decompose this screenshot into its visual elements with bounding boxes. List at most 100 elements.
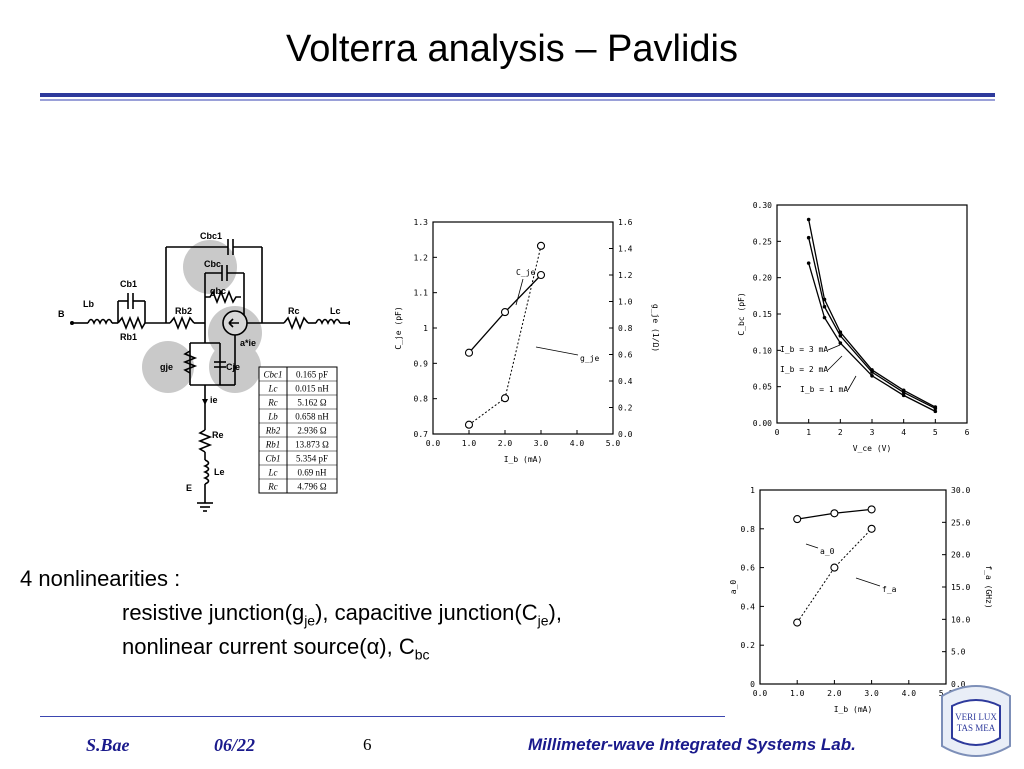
y2-tick-label: 15.0: [951, 583, 970, 592]
data-point: [870, 373, 874, 378]
label-b: B: [58, 309, 65, 319]
param-value-6: 5.354 pF: [296, 454, 328, 464]
param-name-8: Rc: [267, 482, 278, 492]
data-point: [838, 341, 843, 345]
line2-part-a: nonlinear current source(α), C: [122, 634, 415, 659]
param-value-0: 0.165 pF: [296, 370, 328, 380]
data-point: [933, 406, 938, 411]
data-point: [464, 348, 474, 357]
y2-axis-label: g_je (1/Ω): [651, 304, 660, 352]
rb2-resistor: [169, 315, 195, 331]
nonlinearities-line1: resistive junction(g je), capacitive junc…: [122, 600, 562, 628]
x-tick-label: 0.0: [753, 689, 768, 698]
label-rb1: Rb1: [120, 332, 137, 342]
gje-resistor: [182, 350, 198, 374]
line1-part-c: ),: [548, 600, 562, 625]
x-axis-label: I_b (mA): [504, 455, 543, 464]
y-tick-label: 1: [750, 486, 755, 495]
y-tick-label: 0.05: [753, 383, 772, 392]
series-label-1: I_b = 2 mA: [780, 365, 828, 374]
x-tick-label: 2.0: [827, 689, 842, 698]
param-value-4: 2.936 Ω: [297, 426, 327, 436]
param-value-5: 13.873 Ω: [295, 440, 329, 450]
x-tick-label: 1.0: [790, 689, 805, 698]
lb-inductor: [87, 318, 113, 326]
y-tick-label: 0.4: [741, 602, 756, 611]
line1-sub-cje: je: [537, 612, 549, 629]
label-lb: Lb: [83, 299, 94, 309]
series-label-1: f_a: [882, 585, 897, 594]
y-tick-label: 1: [423, 324, 428, 333]
y-tick-label: 0.8: [741, 525, 756, 534]
series-leader-1: [855, 577, 881, 587]
data-point: [867, 505, 876, 514]
data-point: [901, 393, 906, 398]
x-tick-label: 4.0: [902, 689, 917, 698]
series-line-0: [808, 219, 936, 408]
y-tick-label: 0.6: [741, 564, 756, 573]
footer-author: S.Bae: [86, 735, 130, 755]
logo-text-2: TAS MEA: [957, 723, 996, 733]
param-value-2: 5.162 Ω: [297, 398, 327, 408]
data-point: [464, 420, 474, 429]
circuit-diagram: Cbc1 Cbc gbc Cb1 Lb Rb1 Rb2 Rc Lc B C a*…: [50, 225, 350, 515]
y2-tick-label: 25.0: [951, 518, 970, 527]
line1-part-a: resistive junction(g: [122, 600, 305, 625]
label-aie: a*ie: [240, 338, 256, 348]
x-axis-label: V_ce (V): [853, 444, 892, 453]
y-axis-label: C_je (pF): [394, 306, 403, 349]
data-point: [500, 308, 510, 317]
data-point: [793, 618, 802, 627]
y-tick-label: 0: [750, 680, 755, 689]
label-cje: Cje: [226, 362, 240, 372]
data-point: [830, 563, 839, 572]
label-e: E: [186, 483, 192, 493]
data-point: [838, 334, 843, 338]
label-cbc: Cbc: [204, 259, 221, 269]
y-tick-label: 1.2: [414, 253, 429, 262]
series-line-1: [808, 237, 936, 410]
x-tick-label: 2: [838, 428, 843, 437]
label-lc: Lc: [330, 306, 341, 316]
param-name-5: Rb1: [265, 440, 281, 450]
title-rule: [40, 93, 995, 97]
chart-cje-gje: 0.0 1.0 2.0 3.0 4.0 5.0 0.7 0.8 0.9 1 1.1 1.2 1.3 0.0…: [388, 205, 663, 480]
data-point: [536, 270, 546, 280]
series-leader-2: [847, 375, 857, 391]
series-label-0: C_je: [516, 268, 535, 277]
param-name-4: Rb2: [265, 426, 281, 436]
series-line-1: [796, 528, 872, 623]
label-le: Le: [214, 467, 225, 477]
slide-title: Volterra analysis – Pavlidis: [286, 28, 738, 70]
lc-inductor: [315, 318, 341, 326]
nonlinearities-heading-text: 4 nonlinearities :: [20, 566, 181, 591]
y-tick-label: 0.10: [753, 346, 772, 355]
x-tick-label: 3.0: [864, 689, 879, 698]
logo-text-1: VERI LUX: [955, 712, 997, 722]
y2-tick-label: 1.6: [618, 218, 633, 227]
x-tick-label: 2.0: [498, 439, 513, 448]
y-tick-label: 0.7: [414, 430, 429, 439]
line1-part-b: ), capacitive junction(C: [315, 600, 538, 625]
y2-tick-label: 20.0: [951, 551, 970, 560]
y-tick-label: 0.20: [753, 274, 772, 283]
y2-tick-label: 30.0: [951, 486, 970, 495]
series-leader-0: [805, 543, 819, 549]
param-value-3: 0.658 nH: [295, 412, 329, 422]
y-axis-label: C_bc (pF): [737, 292, 746, 335]
footer-rule: [40, 716, 725, 717]
series-leader-0: [515, 278, 524, 306]
footer-page-number: 6: [363, 735, 372, 754]
y-tick-label: 0.15: [753, 310, 772, 319]
param-value-7: 0.69 nH: [298, 468, 328, 478]
label-re: Re: [212, 430, 224, 440]
label-rb2: Rb2: [175, 306, 192, 316]
y2-tick-label: 0.6: [618, 351, 633, 360]
data-point: [806, 235, 811, 240]
param-name-7: Lc: [268, 468, 278, 478]
x-tick-label: 4: [901, 428, 906, 437]
line2-sub-cbc: bc: [414, 646, 430, 663]
data-point: [536, 241, 546, 250]
y-tick-label: 0.2: [741, 641, 756, 650]
x-tick-label: 0: [775, 428, 780, 437]
